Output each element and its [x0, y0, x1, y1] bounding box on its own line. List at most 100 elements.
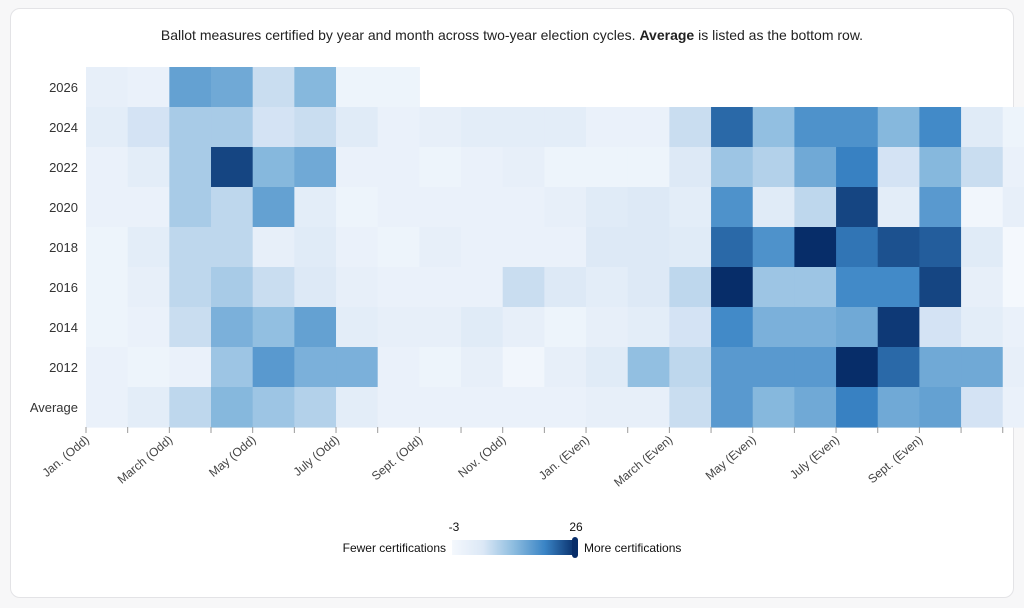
heatmap-cell	[252, 387, 295, 428]
heatmap-cell	[419, 147, 462, 188]
heatmap-cell	[794, 107, 837, 148]
heatmap-cell	[377, 107, 420, 148]
heatmap-cell	[586, 307, 629, 348]
heatmap-cell	[86, 387, 129, 428]
y-axis-label: Average	[30, 400, 78, 415]
heatmap-cell	[544, 107, 587, 148]
heatmap-cell	[502, 307, 545, 348]
heatmap-cell	[1002, 347, 1024, 388]
heatmap-cell	[836, 387, 879, 428]
heatmap-cell	[377, 147, 420, 188]
heatmap-cell	[336, 267, 379, 308]
heatmap-cell	[836, 347, 879, 388]
heatmap-cell	[502, 187, 545, 228]
legend: -3 26 Fewer certifications More certific…	[343, 520, 681, 558]
heatmap-cell	[586, 267, 629, 308]
heatmap-cell	[669, 227, 712, 268]
heatmap-cell	[169, 267, 212, 308]
heatmap-cell	[211, 147, 254, 188]
heatmap-cell	[294, 267, 337, 308]
heatmap-cell	[86, 227, 129, 268]
x-axis-label: Sept. (Odd)	[369, 433, 426, 484]
heatmap-cell	[627, 227, 670, 268]
x-axis-label: Nov. (Odd)	[455, 433, 508, 481]
heatmap-cell	[419, 107, 462, 148]
heatmap-cell	[169, 307, 212, 348]
heatmap-cell	[877, 387, 920, 428]
heatmap-cell	[752, 227, 795, 268]
heatmap-cell	[544, 187, 587, 228]
heatmap-cell	[377, 187, 420, 228]
title-suffix: is listed as the bottom row.	[694, 27, 864, 43]
heatmap-cell	[544, 307, 587, 348]
heatmap-cell	[752, 267, 795, 308]
heatmap-cell	[669, 187, 712, 228]
heatmap-cell	[669, 267, 712, 308]
heatmap-cell	[669, 387, 712, 428]
heatmap-cell	[752, 187, 795, 228]
heatmap-cell	[336, 347, 379, 388]
heatmap-cell	[836, 147, 879, 188]
heatmap-cell	[794, 147, 837, 188]
x-axis-label: March (Odd)	[115, 433, 176, 487]
legend-gradient-bar	[452, 540, 576, 555]
heatmap-cell	[211, 187, 254, 228]
heatmap-cell	[836, 187, 879, 228]
legend-max-label: 26	[569, 520, 583, 534]
heatmap-cell	[252, 267, 295, 308]
heatmap-cell	[794, 347, 837, 388]
heatmap-cell	[294, 187, 337, 228]
heatmap-cell	[169, 387, 212, 428]
heatmap-cell	[461, 187, 504, 228]
heatmap-cell	[419, 227, 462, 268]
legend-left-label: Fewer certifications	[343, 541, 446, 555]
y-axis-labels: 2026 2024 2022 2020 2018 2016 2014 2012 Average	[30, 80, 78, 415]
heatmap-cell	[252, 227, 295, 268]
legend-min-label: -3	[449, 520, 460, 534]
heatmap-cell	[127, 387, 170, 428]
heatmap-cell	[461, 387, 504, 428]
heatmap-cell	[711, 147, 754, 188]
heatmap-cell	[794, 307, 837, 348]
heatmap-cell	[544, 267, 587, 308]
heatmap-cell	[461, 107, 504, 148]
heatmap-cell	[252, 107, 295, 148]
heatmap-cell	[1002, 387, 1024, 428]
y-axis-label: 2014	[49, 320, 78, 335]
heatmap-cell	[544, 347, 587, 388]
heatmap-cell	[919, 187, 962, 228]
heatmap-cell	[794, 227, 837, 268]
heatmap-cell	[586, 187, 629, 228]
heatmap-cell	[461, 227, 504, 268]
heatmap-cell	[752, 307, 795, 348]
heatmap-cell	[127, 107, 170, 148]
heatmap-cell	[711, 267, 754, 308]
heatmap-cell	[127, 67, 170, 108]
heatmap-cell	[169, 107, 212, 148]
heatmap-cell	[419, 267, 462, 308]
heatmap-cell	[127, 267, 170, 308]
heatmap-cell	[377, 387, 420, 428]
heatmap-cell	[1002, 187, 1024, 228]
heatmap-cell	[86, 307, 129, 348]
heatmap-cell	[586, 227, 629, 268]
heatmap-cell	[377, 227, 420, 268]
y-axis-label: 2016	[49, 280, 78, 295]
heatmap-cell	[752, 107, 795, 148]
heatmap-cell	[294, 107, 337, 148]
heatmap-cell	[86, 267, 129, 308]
heatmap-cell	[961, 267, 1004, 308]
x-axis: Jan. (Odd) March (Odd) May (Odd) July (Odd)…	[39, 427, 1004, 490]
heatmap-cell	[419, 307, 462, 348]
heatmap-cell	[711, 387, 754, 428]
x-axis-label: Jan. (Odd)	[39, 433, 91, 480]
heatmap-cell	[461, 307, 504, 348]
heatmap-cell	[86, 147, 129, 188]
heatmap-cell	[377, 347, 420, 388]
heatmap-cell	[919, 147, 962, 188]
heatmap-cell	[211, 347, 254, 388]
x-axis-label: Jan. (Even)	[536, 433, 592, 483]
heatmap-cell	[169, 147, 212, 188]
y-axis-label: 2022	[49, 160, 78, 175]
